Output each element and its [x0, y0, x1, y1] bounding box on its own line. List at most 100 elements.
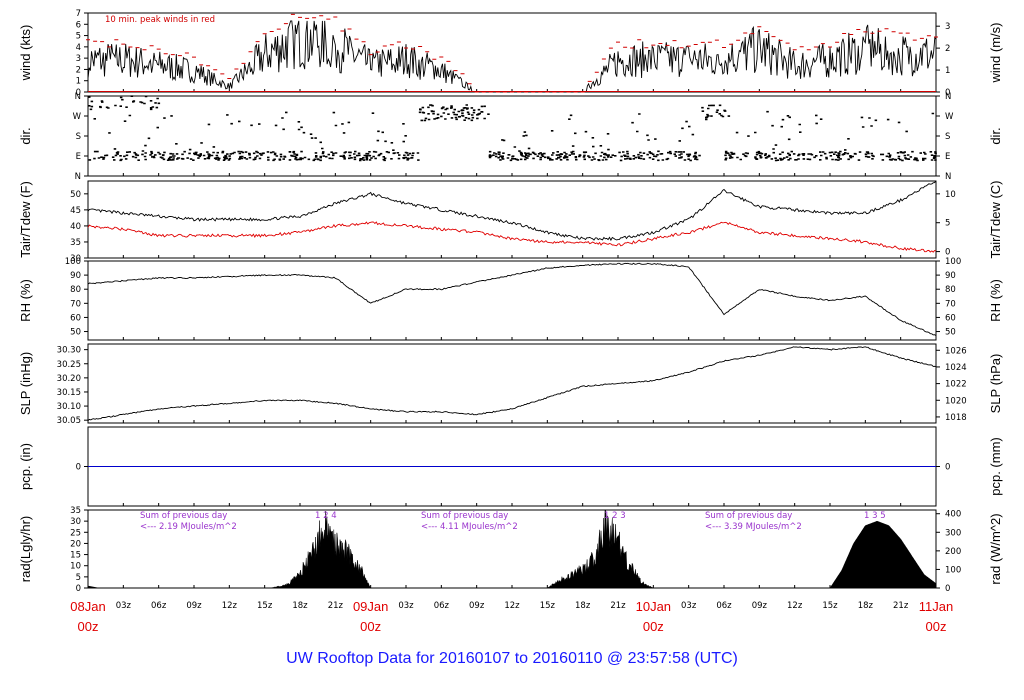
ytick-label-left-temperature: 30	[70, 254, 81, 264]
ytick-label-left-rh: 60	[70, 313, 81, 323]
ytick-label-left-slp: 30.15	[57, 388, 81, 398]
ytick-label-left-temperature: 35	[70, 238, 81, 248]
wind-direction-points	[88, 95, 937, 162]
rad-annotation-0-hours: 1 2 4	[315, 511, 337, 521]
ytick-label-left-rh: 50	[70, 328, 81, 338]
ytick-label-left-precip: 0	[76, 463, 81, 473]
ytick-label-right-temperature: 0	[945, 248, 950, 258]
ytick-label-right-slp: 1022	[945, 380, 967, 390]
rad-annotation-1-line2: <--- 4.11 MJoules/m^2	[421, 522, 518, 532]
x-day-hour-label-2: 00z	[643, 619, 664, 634]
rad-annotation-2-line1: Sum of previous day	[705, 511, 792, 521]
ytick-label-left-wind: 2	[76, 65, 81, 75]
ylabel-right-precip: pcp. (mm)	[988, 437, 1003, 496]
ytick-label-left-wind: 0	[76, 88, 81, 98]
ytick-label-left-rh: 80	[70, 285, 81, 295]
ytick-label-right-radiation: 100	[945, 565, 961, 575]
x-hour-label-17: 12z	[787, 601, 803, 611]
ytick-label-right-direction: S	[945, 132, 950, 142]
x-hour-label-8: 06z	[434, 601, 450, 611]
x-day-hour-label-1: 00z	[360, 619, 381, 634]
ytick-label-left-slp: 30.05	[57, 416, 81, 426]
ytick-label-right-rh: 80	[945, 285, 956, 295]
temperature-series-1-line	[87, 221, 937, 253]
x-hour-label-15: 06z	[716, 601, 732, 611]
wind-annotation: 10 min. peak winds in red	[105, 15, 215, 25]
ytick-label-left-wind: 5	[76, 32, 81, 42]
x-hour-label-0: 03z	[116, 601, 132, 611]
ytick-label-right-direction: N	[945, 92, 951, 102]
footer-title: UW Rooftop Data for 20160107 to 20160110…	[286, 650, 738, 667]
wind-speed-line	[87, 20, 937, 93]
ytick-label-left-slp: 30.30	[57, 346, 81, 356]
ytick-label-left-wind: 7	[76, 9, 81, 19]
x-hour-label-2: 09z	[186, 601, 202, 611]
ylabel-left-direction: dir.	[18, 127, 33, 144]
ytick-label-right-rh: 50	[945, 328, 956, 338]
rad-annotation-0-line2: <--- 2.19 MJoules/m^2	[140, 522, 237, 532]
ylabel-right-rh: RH (%)	[988, 279, 1003, 322]
ytick-label-left-wind: 6	[76, 20, 81, 30]
x-hour-label-12: 18z	[575, 601, 591, 611]
x-day-hour-label-0: 00z	[78, 619, 99, 634]
panel-frame-slp	[87, 343, 937, 424]
x-hour-label-5: 18z	[292, 601, 308, 611]
ytick-label-right-precip: 0	[945, 463, 950, 473]
x-hour-label-19: 18z	[858, 601, 874, 611]
panel-frame-direction	[87, 95, 937, 177]
ytick-label-left-temperature: 50	[70, 190, 81, 200]
x-hour-label-6: 21z	[328, 601, 344, 611]
wind-peak-marks	[86, 13, 938, 93]
x-hour-label-16: 09z	[752, 601, 768, 611]
ytick-label-left-wind: 4	[76, 43, 81, 53]
ytick-label-left-wind: 1	[76, 77, 81, 87]
slp-series-0-line	[87, 346, 937, 422]
ylabel-left-radiation: rad(Lgly/hr)	[18, 516, 33, 582]
x-hour-label-1: 06z	[151, 601, 167, 611]
rad-annotation-1-hours: 1 2 3	[604, 511, 626, 521]
ytick-label-left-slp: 30.10	[57, 402, 81, 412]
ytick-label-right-direction: E	[945, 152, 950, 162]
ytick-label-right-slp: 1026	[945, 346, 967, 356]
ytick-label-left-radiation: 0	[76, 584, 81, 594]
ylabel-left-precip: pcp. (in)	[18, 443, 33, 490]
ytick-label-left-direction: W	[73, 112, 82, 122]
ytick-label-left-radiation: 10	[70, 562, 81, 572]
ytick-label-right-direction: W	[945, 112, 954, 122]
ytick-label-right-wind: 3	[945, 22, 950, 32]
x-hour-label-18: 15z	[822, 601, 838, 611]
ytick-label-left-temperature: 40	[70, 222, 81, 232]
rad-annotation-2-hours: 1 3 5	[864, 511, 886, 521]
ytick-label-left-direction: S	[76, 132, 81, 142]
ytick-label-right-slp: 1018	[945, 413, 967, 423]
rad-annotation-1-line1: Sum of previous day	[421, 511, 508, 521]
ylabel-left-rh: RH (%)	[18, 279, 33, 322]
ytick-label-left-radiation: 25	[70, 528, 81, 538]
ylabel-right-temperature: Tair/Tdew (C)	[988, 180, 1003, 258]
x-day-label-0: 08Jan	[70, 599, 105, 614]
x-hour-label-11: 15z	[540, 601, 556, 611]
ytick-label-right-rh: 100	[945, 257, 961, 267]
rad-annotation-2-line2: <--- 3.39 MJoules/m^2	[705, 522, 802, 532]
ytick-label-left-slp: 30.20	[57, 374, 81, 384]
ytick-label-left-temperature: 45	[70, 206, 81, 216]
ytick-label-right-radiation: 0	[945, 584, 950, 594]
ytick-label-right-slp: 1020	[945, 396, 967, 406]
x-hour-label-3: 12z	[222, 601, 238, 611]
panel-frame-rh	[87, 260, 937, 341]
x-hour-label-13: 21z	[610, 601, 626, 611]
rh-series-0-line	[87, 262, 937, 336]
ytick-label-right-radiation: 400	[945, 510, 961, 520]
ytick-label-left-radiation: 15	[70, 551, 81, 561]
ytick-label-left-radiation: 20	[70, 539, 81, 549]
ytick-label-right-direction: N	[945, 172, 951, 182]
x-hour-label-7: 03z	[398, 601, 414, 611]
ytick-label-right-radiation: 300	[945, 528, 961, 538]
ytick-label-left-rh: 100	[65, 257, 81, 267]
ytick-label-left-wind: 3	[76, 54, 81, 64]
ytick-label-right-wind: 0	[945, 88, 950, 98]
ytick-label-left-slp: 30.25	[57, 360, 81, 370]
x-hour-label-20: 21z	[893, 601, 909, 611]
x-hour-label-9: 09z	[469, 601, 485, 611]
